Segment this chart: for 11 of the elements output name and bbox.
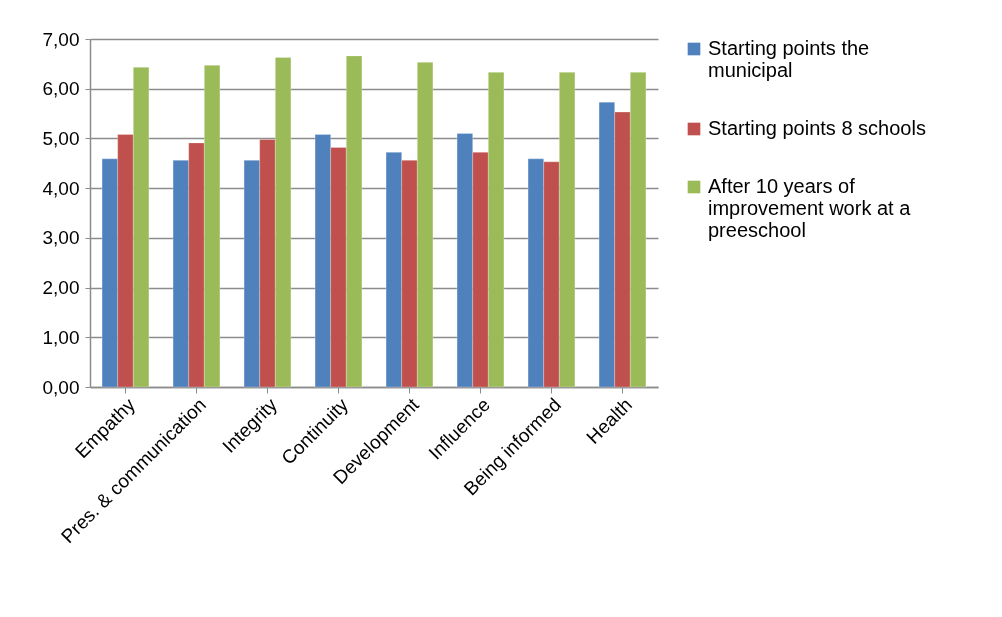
y-tick-label: 6,00 xyxy=(42,78,80,100)
legend-label: Starting points the municipal xyxy=(708,37,870,81)
y-tick-label: 7,00 xyxy=(42,28,80,50)
y-tick-label: 2,00 xyxy=(42,277,80,299)
y-tick-label: 3,00 xyxy=(42,227,80,249)
legend-label: After 10 years of improvement work at a preeschool xyxy=(708,175,912,241)
y-tick-label: 4,00 xyxy=(42,177,80,199)
legend-label: Starting points 8 schools xyxy=(708,117,926,139)
y-tick-label: 0,00 xyxy=(42,376,80,398)
y-tick-label: 1,00 xyxy=(42,326,80,348)
y-tick-label: 5,00 xyxy=(42,127,80,149)
